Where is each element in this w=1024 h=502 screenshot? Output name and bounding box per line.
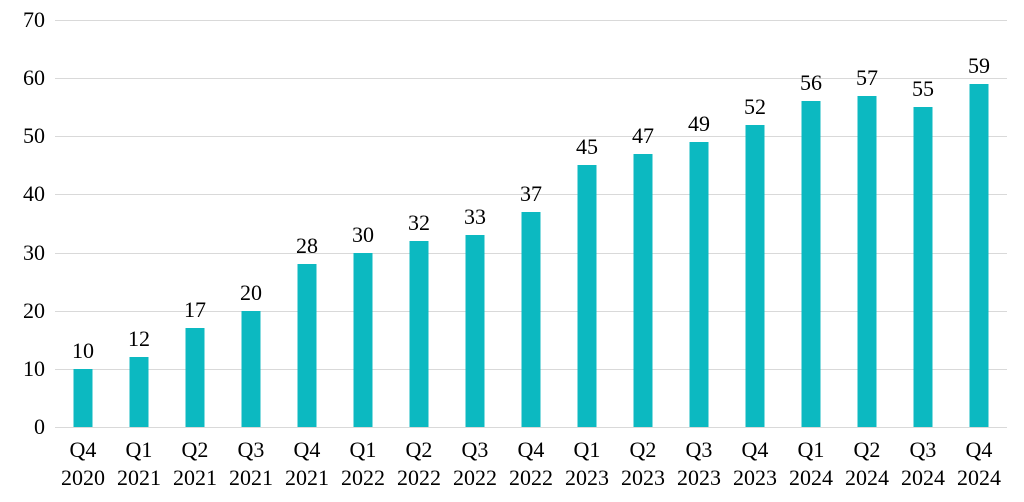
bar: [185, 328, 205, 427]
y-tick-label: 60: [23, 65, 45, 91]
bar: [465, 235, 485, 427]
bar-slot-q1-2024: 56: [783, 20, 839, 427]
bar: [969, 83, 989, 427]
bar-value-label: 33: [464, 204, 486, 230]
x-tick-label: Q4 2023: [733, 437, 777, 490]
bar-value-label: 12: [128, 326, 150, 352]
bar: [129, 357, 149, 427]
bar-value-label: 52: [744, 93, 766, 119]
x-tick-label: Q1 2023: [565, 437, 609, 490]
bar-slot-q4-2020: 10: [55, 20, 111, 427]
bar: [857, 95, 877, 427]
bar-slot-q1-2021: 12: [111, 20, 167, 427]
bar-series: 10 12 17 20 28 30 32 33 37 45 47 49 52 56 57 55 59: [55, 20, 1007, 427]
bar: [801, 101, 821, 427]
bar-slot-q4-2023: 52: [727, 20, 783, 427]
x-tick-label: Q3 2021: [229, 437, 273, 490]
bar-value-label: 28: [296, 233, 318, 259]
x-tick-label: Q4 2024: [957, 437, 1001, 490]
x-tick-label: Q1 2024: [789, 437, 833, 490]
y-tick-label: 70: [23, 7, 45, 32]
bar: [913, 107, 933, 427]
gridline-y-40: [55, 194, 1007, 196]
x-tick-label: Q3 2024: [901, 437, 945, 490]
bar-slot-q3-2024: 55: [895, 20, 951, 427]
bar: [297, 264, 317, 427]
bar-slot-q1-2022: 30: [335, 20, 391, 427]
x-tick-label: Q4 2022: [509, 437, 553, 490]
bar-slot-q1-2023: 45: [559, 20, 615, 427]
x-tick-label: Q2 2021: [173, 437, 217, 490]
bar: [633, 153, 653, 427]
bar-slot-q2-2023: 47: [615, 20, 671, 427]
bar-slot-q4-2022: 37: [503, 20, 559, 427]
bar-slot-q4-2024: 59: [951, 20, 1007, 427]
bar: [689, 142, 709, 427]
bar: [73, 368, 93, 427]
bar: [241, 310, 261, 427]
y-tick-label: 0: [34, 414, 45, 439]
bar-slot-q2-2022: 32: [391, 20, 447, 427]
bar-slot-q2-2024: 57: [839, 20, 895, 427]
gridline-y-50: [55, 136, 1007, 138]
y-tick-label: 30: [23, 239, 45, 265]
bar-slot-q3-2021: 20: [223, 20, 279, 427]
gridline-y-0: [55, 427, 1007, 428]
bar-value-label: 47: [632, 122, 654, 148]
x-tick-label: Q2 2023: [621, 437, 665, 490]
x-tick-label: Q1 2022: [341, 437, 385, 490]
y-tick-label: 40: [23, 181, 45, 207]
x-tick-label: Q3 2022: [453, 437, 497, 490]
bar: [521, 211, 541, 427]
y-tick-label: 20: [23, 297, 45, 323]
bar-value-label: 49: [688, 111, 710, 137]
x-tick-label: Q2 2022: [397, 437, 441, 490]
bar-value-label: 56: [800, 70, 822, 96]
gridline-y-60: [55, 78, 1007, 80]
y-tick-label: 50: [23, 123, 45, 149]
x-tick-label: Q1 2021: [117, 437, 161, 490]
bar-value-label: 10: [72, 337, 94, 363]
bar-value-label: 17: [184, 297, 206, 323]
bar-slot-q3-2023: 49: [671, 20, 727, 427]
bar: [409, 240, 429, 427]
bar-slot-q3-2022: 33: [447, 20, 503, 427]
bar: [353, 252, 373, 427]
bar-value-label: 55: [912, 76, 934, 102]
bar: [577, 165, 597, 427]
bar-value-label: 59: [968, 52, 990, 78]
x-tick-label: Q4 2021: [285, 437, 329, 490]
bar-value-label: 20: [240, 279, 262, 305]
y-tick-label: 10: [23, 355, 45, 381]
bar-value-label: 30: [352, 221, 374, 247]
bar-value-label: 57: [856, 64, 878, 90]
x-tick-label: Q3 2023: [677, 437, 721, 490]
bar-value-label: 32: [408, 209, 430, 235]
x-axis: Q4 2020 Q1 2021 Q2 2021 Q3 2021 Q4 2021 Q1 2022 Q2 20…: [55, 436, 1007, 492]
bar: [745, 124, 765, 427]
x-tick-label: Q4 2020: [61, 437, 105, 490]
x-tick-label: Q2 2024: [845, 437, 889, 490]
bar-slot-q2-2021: 17: [167, 20, 223, 427]
bar-value-label: 45: [576, 134, 598, 160]
bar-slot-q4-2021: 28: [279, 20, 335, 427]
bar-value-label: 37: [520, 180, 542, 206]
gridline-y-70: [55, 20, 1007, 21]
